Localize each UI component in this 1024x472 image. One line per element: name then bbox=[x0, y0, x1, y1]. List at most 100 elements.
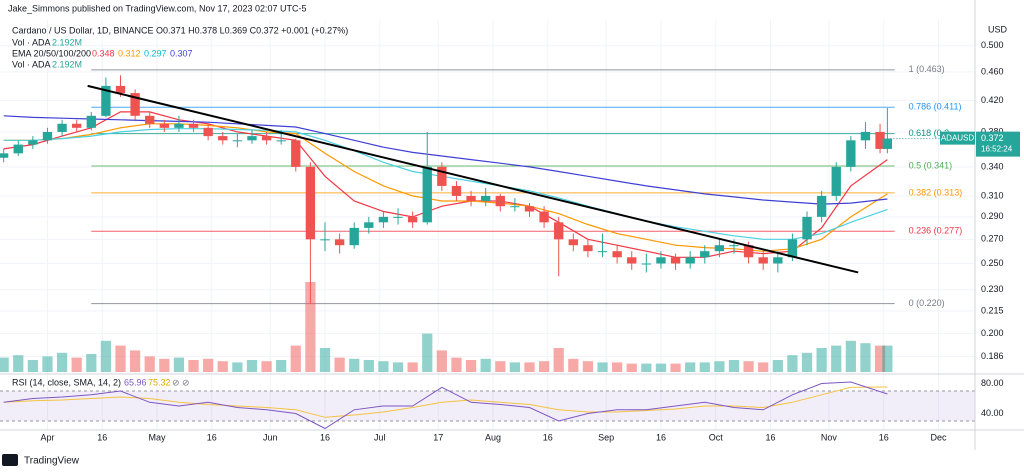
candle-body bbox=[612, 251, 622, 258]
volume-bar bbox=[71, 357, 82, 372]
candle-body bbox=[831, 166, 841, 196]
candle-body bbox=[261, 136, 272, 141]
y-tick-label: 0.380 bbox=[981, 126, 1004, 136]
vol-value: 2.192M bbox=[52, 59, 82, 69]
rsi-sma-value: 75.32 bbox=[148, 377, 171, 387]
ema20-value: 0.348 bbox=[92, 48, 115, 58]
candle-body bbox=[72, 123, 82, 128]
x-tick-label: 16 bbox=[320, 432, 330, 442]
candle-body bbox=[28, 140, 38, 145]
candle-body bbox=[875, 131, 885, 149]
rsi-label: RSI (14, close, SMA, 14, 2) bbox=[12, 377, 121, 387]
rsi-line bbox=[3, 381, 888, 430]
x-tick-label: 16 bbox=[765, 432, 775, 442]
candle-body bbox=[349, 227, 359, 246]
x-tick-label: 16 bbox=[543, 432, 553, 442]
volume-bar bbox=[305, 282, 316, 372]
y-tick-label: 0.310 bbox=[981, 190, 1004, 200]
candle-body bbox=[743, 245, 754, 258]
candle-body bbox=[437, 166, 447, 186]
candle-body bbox=[130, 93, 140, 116]
candle-body bbox=[422, 166, 432, 223]
volume-bar bbox=[553, 348, 564, 372]
volume-bar bbox=[845, 340, 856, 372]
ema200-value: 0.307 bbox=[170, 48, 193, 58]
footer-brand: TradingView bbox=[24, 456, 80, 467]
x-tick-label: 16 bbox=[207, 432, 217, 442]
volume-bar bbox=[860, 343, 871, 372]
volume-bar bbox=[42, 356, 53, 372]
currency-label: USD bbox=[988, 24, 1008, 34]
symbol-tag-bg bbox=[940, 131, 975, 145]
trendline bbox=[87, 84, 859, 274]
volume-bar bbox=[290, 345, 301, 372]
symbol-tag: ADAUSD bbox=[941, 134, 975, 143]
y-tick-label: 0.500 bbox=[981, 40, 1004, 50]
price-tag: 0.372 bbox=[981, 133, 1004, 143]
volume-bar bbox=[758, 362, 769, 372]
rsi-value: 65.96 bbox=[124, 377, 147, 387]
symbol-line: Cardano / US Dollar, 1D, BINANCE O0.371 … bbox=[12, 25, 348, 35]
volume-bar bbox=[714, 361, 725, 372]
x-tick-label: May bbox=[149, 432, 167, 442]
volume-bar bbox=[217, 361, 228, 372]
publisher: Jake_Simmons published on TradingView.co… bbox=[8, 3, 307, 13]
volume-bar bbox=[801, 352, 813, 372]
candle-body bbox=[101, 85, 111, 116]
x-tick-label: 16 bbox=[879, 432, 889, 442]
candle-body bbox=[57, 123, 67, 132]
candle-body bbox=[232, 140, 243, 142]
x-tick-label: 16 bbox=[656, 432, 666, 442]
volume-bar bbox=[261, 361, 272, 372]
candle-body bbox=[407, 216, 418, 223]
volume-bar bbox=[816, 348, 827, 372]
volume-bar bbox=[524, 362, 535, 372]
vol-label: Vol · ADA bbox=[12, 37, 51, 47]
x-tick-label: Jul bbox=[374, 432, 386, 442]
candle-body bbox=[597, 251, 608, 253]
y-tick-label: 0.340 bbox=[981, 161, 1004, 171]
volume-bar bbox=[13, 355, 24, 372]
candle-body bbox=[554, 222, 564, 240]
candle-body bbox=[627, 257, 637, 264]
y-tick-label: 0.460 bbox=[981, 66, 1004, 76]
candle-body bbox=[305, 166, 316, 240]
volume-bar bbox=[699, 362, 710, 372]
volume-bar bbox=[451, 357, 462, 372]
volume-bar bbox=[115, 345, 126, 372]
volume-bar bbox=[363, 360, 374, 372]
candle-body bbox=[13, 144, 23, 154]
volume-bar bbox=[407, 362, 418, 372]
volume-bar bbox=[27, 360, 38, 372]
candle-body bbox=[334, 239, 345, 246]
volume-bar bbox=[728, 360, 740, 372]
price-tag-bg bbox=[976, 131, 1020, 157]
logo-icon bbox=[2, 454, 18, 466]
candle-body bbox=[247, 136, 257, 141]
volume-bar bbox=[276, 360, 287, 372]
x-tick-label: Oct bbox=[709, 432, 724, 442]
candle-body bbox=[115, 85, 126, 94]
candle-body bbox=[0, 153, 9, 158]
candle-body bbox=[291, 140, 301, 167]
volume-bar bbox=[626, 363, 637, 372]
volume-bar bbox=[670, 363, 681, 372]
candle-body bbox=[451, 185, 462, 196]
x-tick-label: Aug bbox=[485, 432, 501, 442]
fib-label: 0.618 (0.3 bbox=[909, 128, 950, 138]
volume-bar bbox=[436, 350, 447, 372]
candle-body bbox=[466, 195, 476, 202]
candle-body bbox=[159, 123, 169, 128]
rsi-tick-label: 80.00 bbox=[981, 378, 1004, 388]
volume-bar bbox=[246, 360, 258, 372]
candle-body bbox=[188, 123, 199, 128]
x-tick-label: Apr bbox=[40, 432, 54, 442]
candle-body bbox=[495, 195, 505, 207]
volume-bar bbox=[641, 363, 652, 372]
volume-bar bbox=[188, 360, 199, 372]
volume-bar bbox=[349, 358, 360, 372]
candle-body bbox=[568, 239, 578, 246]
candle-body bbox=[364, 222, 374, 228]
candle-body bbox=[656, 257, 666, 264]
